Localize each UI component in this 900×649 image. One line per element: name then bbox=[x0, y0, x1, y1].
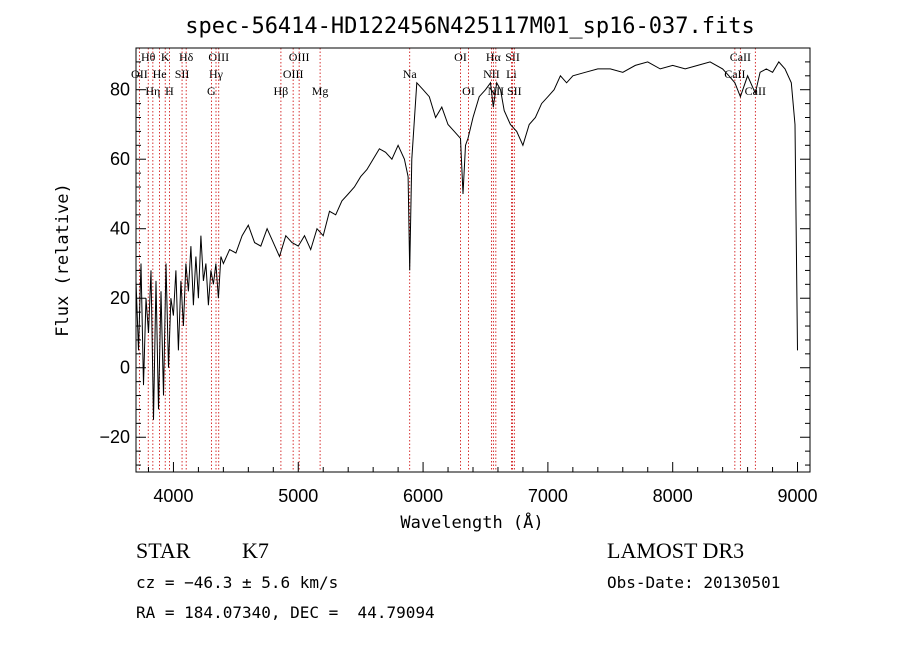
spectral-line-label: SII bbox=[507, 84, 522, 98]
y-tick-label: 0 bbox=[120, 358, 130, 378]
spectral-line-label: Na bbox=[403, 67, 418, 81]
spectral-line-label: H bbox=[165, 84, 174, 98]
spectral-line-label: OII bbox=[131, 67, 148, 81]
spectral-line-label: OIII bbox=[289, 50, 310, 64]
y-axis-label: Flux (relative) bbox=[53, 183, 73, 337]
y-tick-label: 60 bbox=[110, 149, 130, 169]
redshift-readout: cz = −46.3 ± 5.6 km/s bbox=[136, 573, 339, 592]
x-tick-label: 7000 bbox=[528, 486, 568, 506]
x-tick-label: 9000 bbox=[777, 486, 817, 506]
spectral-line-label: He bbox=[153, 67, 167, 81]
spectral-line-label: Hη bbox=[145, 84, 160, 98]
spectral-line-label: Hδ bbox=[179, 50, 194, 64]
coordinates: RA = 184.07340, DEC = 44.79094 bbox=[136, 603, 435, 622]
x-axis-label: Wavelength (Å) bbox=[400, 511, 543, 533]
x-tick-label: 5000 bbox=[278, 486, 318, 506]
x-tick-label: 8000 bbox=[653, 486, 693, 506]
spectral-line-label: OIII bbox=[283, 67, 304, 81]
x-axis: 4000 5000 6000 7000 8000 9000 bbox=[147, 462, 818, 506]
y-tick-label: 40 bbox=[110, 219, 130, 239]
spectral-line-label: Hθ bbox=[141, 50, 156, 64]
spectral-line-label: CaII bbox=[730, 50, 751, 64]
survey-name: LAMOST DR3 bbox=[607, 538, 745, 563]
y-tick-label: 80 bbox=[110, 80, 130, 100]
spectral-line-label: Hγ bbox=[209, 67, 224, 81]
object-subclass: K7 bbox=[242, 538, 269, 563]
spectrum-line bbox=[135, 61, 798, 420]
spectral-line-label: G bbox=[207, 84, 216, 98]
y-tick-label: 20 bbox=[110, 288, 130, 308]
object-class: STAR bbox=[136, 538, 191, 563]
y-axis: −20 0 20 40 60 80 bbox=[99, 61, 810, 466]
spectral-line-label: SII bbox=[175, 67, 190, 81]
spectral-line-label: Hβ bbox=[274, 84, 289, 98]
spectral-line-label: CaII bbox=[724, 67, 745, 81]
x-tick-label: 6000 bbox=[403, 486, 443, 506]
plot-frame bbox=[135, 47, 811, 473]
spectral-line-label: OIII bbox=[208, 50, 229, 64]
spectral-line-label: NII bbox=[483, 67, 500, 81]
spectral-line-label: Li bbox=[506, 67, 517, 81]
spectral-line-label: SII bbox=[505, 50, 520, 64]
spectral-line-label: Mg bbox=[312, 84, 329, 98]
y-tick-label: −20 bbox=[99, 427, 130, 447]
spectral-line-label: K bbox=[161, 50, 170, 64]
chart-title: spec-56414-HD122456N425117M01_sp16-037.f… bbox=[185, 14, 755, 39]
x-tick-label: 4000 bbox=[153, 486, 193, 506]
spectral-line-label: Hα bbox=[486, 50, 502, 64]
spectral-line-label: OI bbox=[462, 84, 475, 98]
spectral-line-label: OI bbox=[454, 50, 467, 64]
obs-date: Obs-Date: 20130501 bbox=[607, 573, 781, 592]
